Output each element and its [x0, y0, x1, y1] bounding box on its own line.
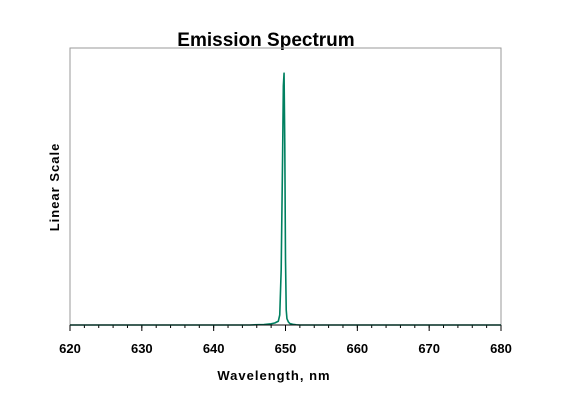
x-tick-label: 620 [59, 341, 81, 356]
x-tick-label: 650 [275, 341, 297, 356]
x-tick-labels: 620 630 640 650 660 670 680 [59, 341, 512, 356]
x-major-ticks [69, 325, 502, 331]
x-tick-label: 660 [346, 341, 368, 356]
x-tick-label: 670 [418, 341, 440, 356]
x-tick-label: 640 [203, 341, 225, 356]
x-axis-label: Wavelength, nm [217, 368, 330, 383]
y-axis-label: Linear Scale [47, 143, 62, 232]
series-line [70, 72, 501, 326]
series-layer [70, 72, 501, 326]
chart-title: Emission Spectrum [177, 30, 354, 51]
x-tick-label: 630 [131, 341, 153, 356]
x-tick-label: 680 [490, 341, 512, 356]
